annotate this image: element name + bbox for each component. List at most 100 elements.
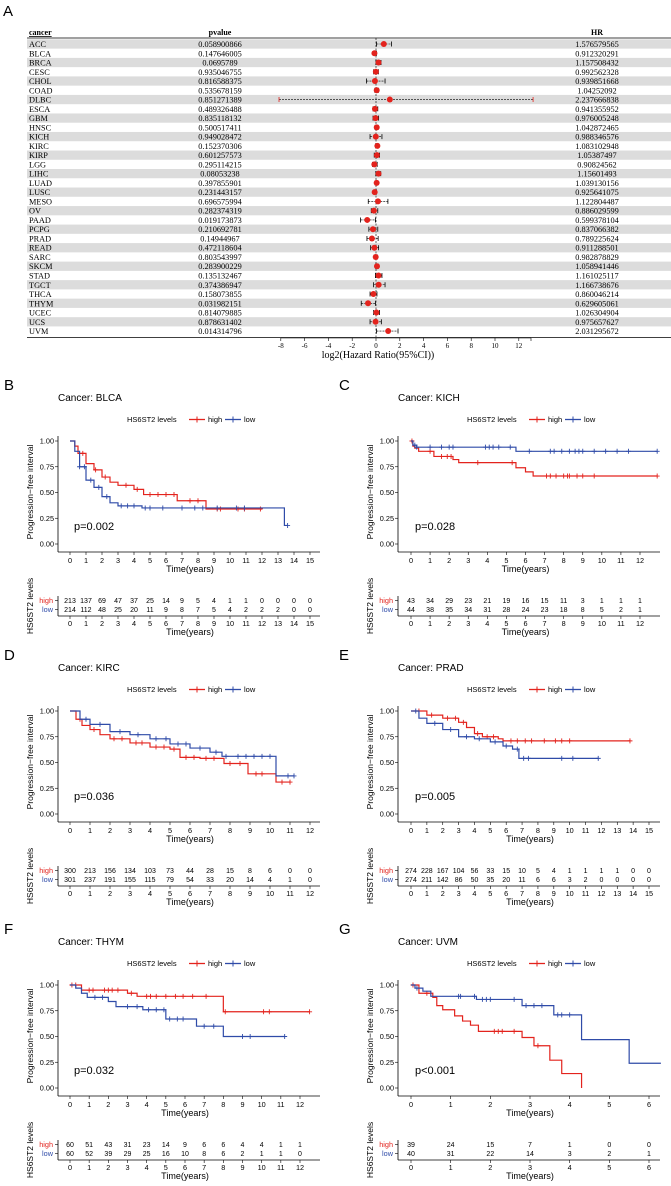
column-header-hr: HR (591, 28, 603, 37)
risk-x-tick-label: 1 (428, 619, 432, 628)
censor-mark-high (195, 498, 201, 504)
y-tick-label: 0.75 (380, 732, 394, 741)
hr-cell: 1.166738676 (575, 281, 619, 290)
risk-x-axis-title: Time(years) (161, 1171, 209, 1181)
survival-curve-low (70, 710, 294, 777)
censor-mark-high (134, 486, 140, 492)
row-band (27, 39, 671, 49)
risk-row-label-high: high (379, 596, 393, 605)
y-tick-label: 0.50 (40, 488, 54, 497)
legend-title: HS6ST2 levels (127, 415, 177, 424)
risk-count-high: 33 (486, 868, 494, 875)
risk-count-high: 167 (437, 868, 449, 875)
censor-mark-low (83, 716, 89, 722)
cancer-label: PRAD (29, 234, 51, 243)
censor-mark-low (235, 753, 241, 759)
survival-curve-low (411, 710, 599, 759)
hr-cell: 0.599378104 (575, 216, 619, 225)
cancer-label: UVM (29, 327, 49, 336)
risk-count-high: 34 (426, 598, 434, 605)
risk-count-low: 86 (455, 877, 463, 884)
risk-count-high: 23 (143, 1142, 151, 1149)
y-tick-label: 0.25 (40, 1058, 54, 1067)
risk-x-tick-label: 4 (472, 889, 476, 898)
censor-mark-low (259, 753, 265, 759)
x-tick-label: 4 (132, 556, 136, 565)
x-tick-label: 8 (228, 826, 232, 835)
hr-point (375, 170, 382, 177)
cancer-label: MESO (29, 197, 52, 206)
y-tick-label: 0.50 (380, 1032, 394, 1041)
censor-mark-high (574, 473, 580, 479)
risk-x-tick-label: 14 (629, 889, 637, 898)
risk-count-low: 34 (464, 607, 472, 614)
censor-mark-low (531, 1003, 537, 1009)
x-tick-label: 11 (242, 556, 250, 565)
hr-cell: 0.939851668 (575, 77, 619, 86)
pvalue-cell: 0.282374319 (198, 207, 242, 216)
risk-row-label-low: low (382, 1149, 394, 1158)
risk-count-high: 103 (144, 868, 156, 875)
risk-count-low: 112 (80, 607, 91, 614)
censor-mark-low (464, 734, 470, 740)
risk-x-tick-label: 4 (485, 619, 489, 628)
x-tick-label: 7 (180, 556, 184, 565)
row-band (27, 187, 671, 197)
censor-mark-low (521, 755, 527, 761)
censor-mark-low (142, 505, 148, 511)
risk-table-title: HS6ST2 levels (25, 578, 35, 634)
risk-count-high: 1 (228, 598, 232, 605)
legend-label-low: low (244, 685, 256, 694)
censor-mark-low (92, 994, 98, 1000)
censor-mark-low (175, 741, 181, 747)
risk-count-high: 5 (196, 598, 200, 605)
cancer-label: DLBC (29, 96, 52, 105)
legend-censor-mark (570, 416, 576, 423)
censor-mark-high (109, 987, 115, 993)
hr-point (372, 253, 379, 260)
cancer-label: STAD (29, 272, 50, 281)
cancer-label: PAAD (29, 216, 51, 225)
risk-x-tick-label: 0 (409, 1163, 413, 1172)
risk-count-low: 2 (607, 1151, 611, 1158)
risk-x-tick-label: 8 (196, 619, 200, 628)
censor-mark-high (627, 738, 633, 744)
risk-count-low: 38 (426, 607, 434, 614)
risk-count-low: 35 (445, 607, 453, 614)
censor-mark-low (192, 505, 198, 511)
risk-x-tick-label: 2 (106, 1163, 110, 1172)
risk-count-low: 4 (268, 877, 272, 884)
risk-count-high: 0 (288, 868, 292, 875)
legend-title: HS6ST2 levels (467, 685, 517, 694)
risk-count-low: 33 (206, 877, 214, 884)
risk-count-low: 6 (552, 877, 556, 884)
cancer-label: BLCA (29, 49, 51, 58)
hr-point (371, 244, 378, 251)
censor-mark-low (104, 494, 110, 500)
legend-label-high: high (208, 415, 222, 424)
risk-x-tick-label: 0 (409, 889, 413, 898)
risk-count-high: 1 (298, 1142, 302, 1149)
x-tick-label: 5 (488, 826, 492, 835)
censor-mark-low (487, 996, 493, 1002)
risk-count-low: 237 (84, 877, 96, 884)
censor-mark-low (201, 1023, 207, 1029)
risk-count-low: 0 (647, 877, 651, 884)
risk-count-low: 23 (541, 607, 549, 614)
risk-count-low: 4 (228, 607, 232, 614)
risk-count-low: 18 (560, 607, 568, 614)
risk-count-low: 142 (437, 877, 449, 884)
risk-count-high: 14 (162, 598, 170, 605)
hr-point (370, 291, 377, 298)
pvalue-cell: 0.601257573 (198, 151, 242, 160)
censor-mark-low (626, 448, 632, 454)
legend-label-low: low (244, 415, 256, 424)
risk-count-high: 14 (162, 1142, 170, 1149)
censor-mark-low (179, 505, 185, 511)
hr-point (373, 179, 380, 186)
x-tick-label: 7 (208, 826, 212, 835)
legend-title: HS6ST2 levels (127, 685, 177, 694)
censor-mark-low (81, 464, 87, 470)
risk-count-low: 20 (226, 877, 234, 884)
risk-x-tick-label: 5 (607, 1163, 611, 1172)
